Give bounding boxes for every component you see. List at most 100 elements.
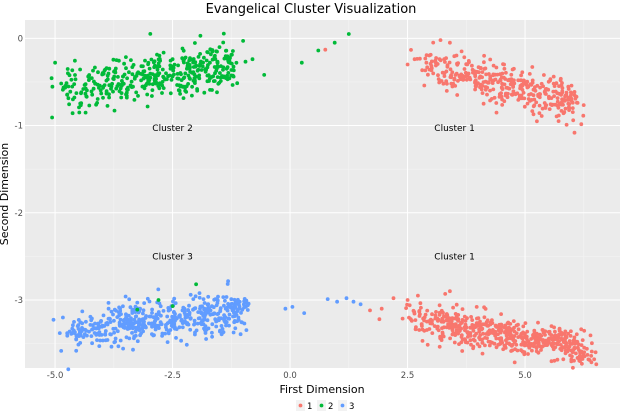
data-point-cluster-1 (461, 76, 466, 81)
data-point-cluster-3 (214, 303, 219, 308)
data-point-cluster-2 (170, 74, 175, 79)
data-point-cluster-2 (114, 58, 119, 62)
data-point-cluster-3 (118, 323, 122, 328)
data-point-cluster-2 (161, 50, 166, 55)
data-point-cluster-1 (434, 56, 438, 60)
data-point-cluster-2 (195, 88, 200, 93)
data-point-cluster-1 (473, 74, 478, 79)
data-point-cluster-2 (141, 64, 145, 69)
data-point-cluster-1 (482, 60, 486, 65)
data-point-cluster-2 (107, 83, 112, 88)
data-point-cluster-2 (231, 68, 236, 73)
data-point-cluster-1 (521, 324, 526, 329)
data-point-cluster-3 (225, 305, 230, 310)
data-point-cluster-2 (86, 75, 91, 79)
data-point-cluster-3 (177, 325, 182, 330)
data-point-cluster-1 (456, 313, 461, 317)
data-point-cluster-1 (592, 357, 597, 362)
legend: 1 2 3 (296, 400, 354, 412)
data-point-cluster-2 (187, 58, 192, 63)
data-point-cluster-3 (224, 320, 229, 325)
data-point-cluster-1 (563, 344, 568, 349)
data-point-cluster-2 (101, 71, 106, 76)
data-point-cluster-2 (157, 57, 162, 61)
data-point-cluster-1 (567, 344, 572, 349)
data-point-cluster-2 (131, 63, 136, 67)
data-point-cluster-1 (526, 84, 531, 89)
data-point-cluster-1 (582, 350, 587, 355)
data-point-cluster-1 (571, 365, 575, 370)
data-point-cluster-1 (485, 318, 490, 323)
data-point-cluster-1 (437, 313, 442, 317)
data-point-cluster-2 (67, 73, 72, 78)
data-point-cluster-1 (436, 73, 440, 78)
data-point-cluster-1 (471, 346, 475, 351)
data-point-cluster-1 (509, 344, 514, 348)
data-point-cluster-2 (168, 63, 173, 68)
data-point-cluster-1 (522, 81, 527, 85)
data-point-cluster-1 (537, 111, 542, 115)
data-point-cluster-3 (227, 323, 231, 328)
data-point-cluster-2 (141, 84, 145, 89)
data-point-cluster-1 (470, 63, 474, 68)
data-point-cluster-2 (72, 95, 77, 100)
data-point-cluster-2 (161, 74, 166, 79)
data-point-cluster-1 (574, 332, 579, 337)
data-point-cluster-1 (553, 329, 557, 334)
data-point-cluster-1 (423, 68, 428, 73)
data-point-cluster-1 (456, 61, 460, 65)
data-point-cluster-1 (510, 327, 515, 332)
data-point-cluster-3 (188, 327, 193, 332)
data-point-cluster-1 (511, 85, 515, 89)
data-point-cluster-1 (471, 70, 475, 75)
annotations: Cluster 2 Cluster 1 Cluster 3 Cluster 1 (152, 124, 475, 262)
data-point-cluster-1 (501, 347, 506, 352)
data-point-cluster-1 (473, 87, 477, 92)
data-point-cluster-2 (96, 70, 100, 75)
data-point-cluster-2 (166, 74, 171, 79)
data-point-cluster-3 (137, 317, 142, 322)
data-point-cluster-1 (480, 70, 485, 74)
data-point-cluster-2 (220, 74, 224, 78)
data-point-cluster-3 (233, 310, 238, 315)
data-point-cluster-2 (152, 65, 157, 70)
data-point-cluster-2 (170, 57, 175, 62)
data-point-cluster-1 (466, 334, 470, 339)
data-point-cluster-1 (551, 89, 556, 94)
data-point-cluster-3 (192, 318, 197, 323)
data-point-cluster-1 (523, 332, 527, 336)
data-point-cluster-3 (232, 304, 237, 309)
legend-label: 1 (307, 402, 312, 412)
data-point-cluster-3 (118, 317, 123, 322)
data-point-cluster-1 (569, 98, 574, 103)
data-point-cluster-1 (543, 87, 548, 91)
data-point-cluster-3 (194, 328, 199, 333)
data-point-cluster-3 (198, 304, 203, 309)
data-point-cluster-1 (557, 102, 562, 107)
data-point-cluster-1 (485, 336, 489, 340)
data-point-cluster-3 (150, 307, 155, 312)
data-point-cluster-1 (479, 327, 484, 332)
data-point-cluster-1 (468, 338, 473, 343)
data-point-cluster-3 (91, 327, 95, 331)
data-point-cluster-1 (486, 330, 490, 334)
data-point-cluster-3 (203, 324, 208, 329)
data-point-cluster-3 (76, 342, 81, 347)
data-point-cluster-1 (453, 73, 458, 77)
data-point-cluster-1 (488, 76, 493, 81)
data-point-cluster-1 (478, 319, 482, 324)
data-point-cluster-1 (555, 336, 560, 341)
data-point-cluster-2 (230, 83, 235, 87)
data-point-cluster-1 (425, 319, 429, 324)
data-point-cluster-2 (70, 68, 75, 73)
data-point-cluster-1 (471, 337, 476, 342)
data-point-cluster-3 (106, 301, 111, 305)
data-point-cluster-3 (172, 310, 176, 315)
data-point-cluster-1 (437, 303, 442, 308)
data-point-cluster-2 (140, 72, 145, 77)
data-point-cluster-2 (132, 98, 137, 102)
data-point-cluster-1 (501, 62, 505, 66)
data-point-cluster-3 (180, 308, 185, 313)
data-point-cluster-2 (116, 82, 121, 86)
data-point-cluster-3 (149, 314, 153, 319)
